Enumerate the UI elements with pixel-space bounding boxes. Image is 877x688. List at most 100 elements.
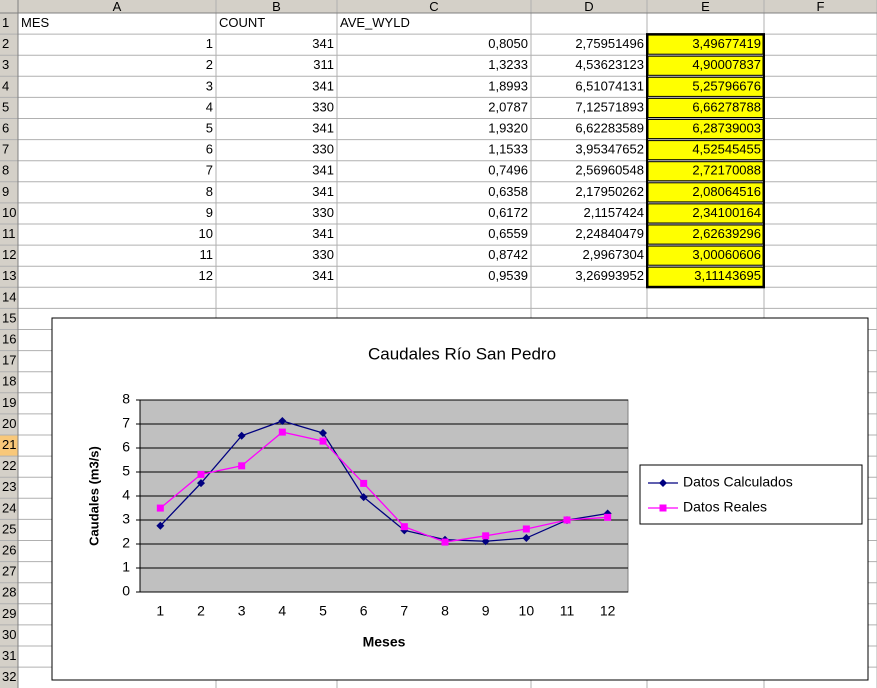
row-number: 18 — [2, 374, 16, 389]
cell: 0,8050 — [488, 36, 528, 51]
column-letter: E — [701, 0, 710, 14]
column-letter: F — [817, 0, 825, 14]
cell: 341 — [312, 226, 334, 241]
column-header-bar — [0, 0, 877, 13]
cell: 2,62639296 — [692, 226, 761, 241]
marker — [278, 428, 286, 436]
row-number: 6 — [2, 120, 9, 135]
x-tick-label: 7 — [400, 603, 408, 619]
x-tick-label: 11 — [560, 603, 575, 619]
row-number: 20 — [2, 416, 16, 431]
cell: 3,11143695 — [694, 268, 761, 283]
marker — [197, 479, 205, 488]
cell: 6,28739003 — [692, 120, 761, 135]
cell: 3,26993952 — [575, 268, 644, 283]
row-number: 25 — [2, 521, 16, 536]
marker — [156, 521, 165, 530]
cell: 7 — [206, 163, 213, 178]
cell: 0,6172 — [488, 205, 528, 220]
row-number: 24 — [2, 500, 16, 515]
y-tick-label: 3 — [122, 511, 130, 527]
cell: 4 — [206, 99, 213, 114]
row-number: 2 — [2, 36, 9, 51]
x-tick-label: 2 — [197, 603, 205, 619]
cell: 5,25796676 — [692, 78, 761, 93]
cell: 0,7496 — [488, 163, 528, 178]
legend-label: Datos Calculados — [683, 474, 793, 490]
row-number: 19 — [2, 395, 16, 410]
row-number: 9 — [2, 184, 9, 199]
x-tick-label: 10 — [519, 603, 535, 619]
y-tick-label: 8 — [122, 391, 130, 407]
cell: 7,12571893 — [575, 99, 644, 114]
cell: 341 — [312, 268, 334, 283]
y-axis-label: Caudales (m3/s) — [86, 446, 101, 546]
row-number: 4 — [2, 78, 9, 93]
cell: 2,08064516 — [692, 184, 761, 199]
cell: 0,9539 — [488, 268, 528, 283]
cell: 341 — [312, 36, 334, 51]
cell: 3 — [206, 78, 213, 93]
marker — [522, 534, 531, 543]
cell: 311 — [313, 57, 334, 72]
cell: 9 — [206, 205, 213, 220]
row-number: 10 — [2, 205, 16, 220]
cell: 4,52545455 — [692, 142, 761, 157]
row-number: 16 — [2, 331, 16, 346]
x-tick-label: 8 — [441, 603, 449, 619]
marker — [400, 523, 408, 531]
row-number: 8 — [2, 163, 9, 178]
column-letter: B — [272, 0, 281, 14]
x-tick-label: 5 — [319, 603, 327, 619]
legend — [639, 464, 863, 525]
cell: 4,53623123 — [575, 57, 644, 72]
row-number: 14 — [2, 289, 16, 304]
marker — [659, 504, 667, 512]
row-number: 32 — [2, 669, 16, 684]
y-tick-label: 7 — [122, 415, 130, 431]
header-cell: AVE_WYLD — [340, 15, 410, 30]
cell: 2,34100164 — [692, 205, 761, 220]
x-axis-label: Meses — [363, 634, 406, 650]
y-tick-label: 4 — [122, 487, 130, 503]
marker — [238, 462, 246, 470]
cell: 2,75951496 — [575, 36, 644, 51]
cell: 1 — [206, 36, 213, 51]
row-number: 5 — [2, 99, 9, 114]
cell: 2,0787 — [488, 99, 528, 114]
row-number: 7 — [2, 142, 9, 157]
x-tick-label: 6 — [360, 603, 368, 619]
row-number: 13 — [2, 268, 16, 283]
cell: 2,1157424 — [584, 205, 645, 220]
row-number: 30 — [2, 627, 16, 642]
marker — [441, 538, 449, 546]
row-number: 11 — [2, 226, 16, 241]
series-line — [159, 431, 608, 543]
cell: 6 — [206, 142, 213, 157]
column-letter: C — [429, 0, 438, 14]
selected-row-header — [0, 435, 18, 457]
marker — [197, 470, 205, 478]
x-tick-label: 1 — [156, 603, 164, 619]
row-number: 28 — [2, 585, 16, 600]
cell: 330 — [312, 99, 334, 114]
y-tick-label: 6 — [122, 439, 130, 455]
column-letter: A — [113, 0, 122, 14]
header-cell: MES — [21, 15, 50, 30]
cell: 330 — [312, 247, 334, 262]
row-number: 29 — [2, 606, 16, 621]
y-tick-label: 2 — [122, 535, 130, 551]
cell: 12 — [199, 268, 213, 283]
series-line — [159, 420, 608, 542]
x-tick-label: 3 — [238, 603, 246, 619]
marker — [482, 532, 490, 540]
y-tick-label: 1 — [122, 559, 130, 575]
marker — [659, 479, 667, 487]
cell: 2,17950262 — [575, 184, 644, 199]
row-number: 23 — [2, 479, 16, 494]
cell: 0,6358 — [488, 184, 528, 199]
row-number: 1 — [2, 15, 9, 30]
cell: 2,9967304 — [583, 247, 644, 262]
legend-label: Datos Reales — [683, 499, 767, 515]
